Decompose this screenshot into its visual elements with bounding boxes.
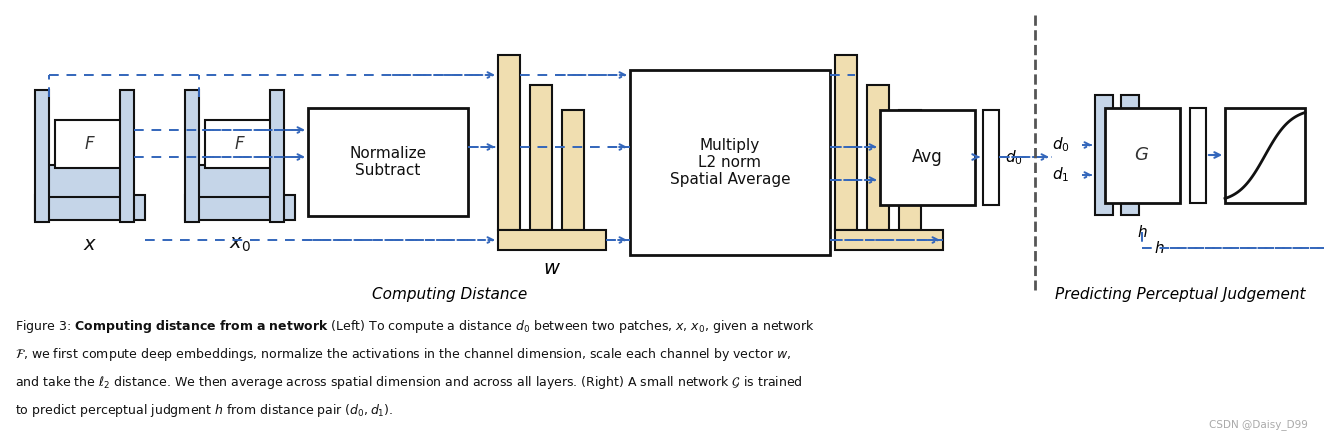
Bar <box>34 90 49 222</box>
Bar <box>185 90 199 222</box>
Bar <box>199 165 283 197</box>
Text: Avg: Avg <box>912 149 943 166</box>
Bar <box>48 165 132 197</box>
Text: $d_1$: $d_1$ <box>1053 166 1070 184</box>
Text: Predicting Perceptual Judgement: Predicting Perceptual Judgement <box>1055 288 1305 302</box>
Bar <box>56 120 124 168</box>
Text: $h$: $h$ <box>1155 240 1165 256</box>
Text: $x_0$: $x_0$ <box>229 236 250 254</box>
Bar <box>120 90 134 222</box>
Text: Multiply
L2 norm
Spatial Average: Multiply L2 norm Spatial Average <box>670 138 790 187</box>
Bar <box>308 108 467 216</box>
Bar <box>1106 108 1180 203</box>
Text: $d_0$: $d_0$ <box>1053 135 1070 154</box>
Bar <box>867 85 888 230</box>
Bar <box>498 230 606 250</box>
Bar <box>880 110 974 205</box>
Bar <box>1121 95 1139 215</box>
Bar <box>498 55 520 230</box>
Text: $F$: $F$ <box>85 135 95 153</box>
Text: $\mathcal{F}$, we first compute deep embeddings, normalize the activations in th: $\mathcal{F}$, we first compute deep emb… <box>15 346 792 363</box>
Text: Normalize
Subtract: Normalize Subtract <box>350 146 426 178</box>
Bar <box>835 230 943 250</box>
Text: $F$: $F$ <box>234 135 246 153</box>
Bar <box>270 90 285 222</box>
Text: $h$: $h$ <box>1137 224 1148 240</box>
Text: $G$: $G$ <box>1135 146 1149 164</box>
Text: $w$: $w$ <box>543 259 561 277</box>
Bar <box>530 85 552 230</box>
Bar <box>982 110 1000 205</box>
Text: $d_0$: $d_0$ <box>1005 149 1023 167</box>
Bar <box>205 120 275 168</box>
Text: CSDN @Daisy_D99: CSDN @Daisy_D99 <box>1209 419 1308 430</box>
Bar <box>1190 108 1206 203</box>
Text: to predict perceptual judgment $h$ from distance pair $(d_0, d_1)$.: to predict perceptual judgment $h$ from … <box>15 402 393 419</box>
Text: Computing Distance: Computing Distance <box>372 288 528 302</box>
Bar <box>1225 108 1305 203</box>
Bar <box>1095 95 1113 215</box>
Text: $x$: $x$ <box>83 236 97 254</box>
Bar <box>835 55 857 230</box>
Text: and take the $\ell_2$ distance. We then average across spatial dimension and acr: and take the $\ell_2$ distance. We then … <box>15 374 802 391</box>
Bar <box>899 110 922 230</box>
Text: Figure 3: $\mathbf{Computing\ distance\ from\ a\ network}$ (Left) To compute a d: Figure 3: $\mathbf{Computing\ distance\ … <box>15 318 816 335</box>
Bar <box>561 110 584 230</box>
Bar <box>630 70 830 255</box>
Bar <box>185 195 295 220</box>
Bar <box>34 195 146 220</box>
